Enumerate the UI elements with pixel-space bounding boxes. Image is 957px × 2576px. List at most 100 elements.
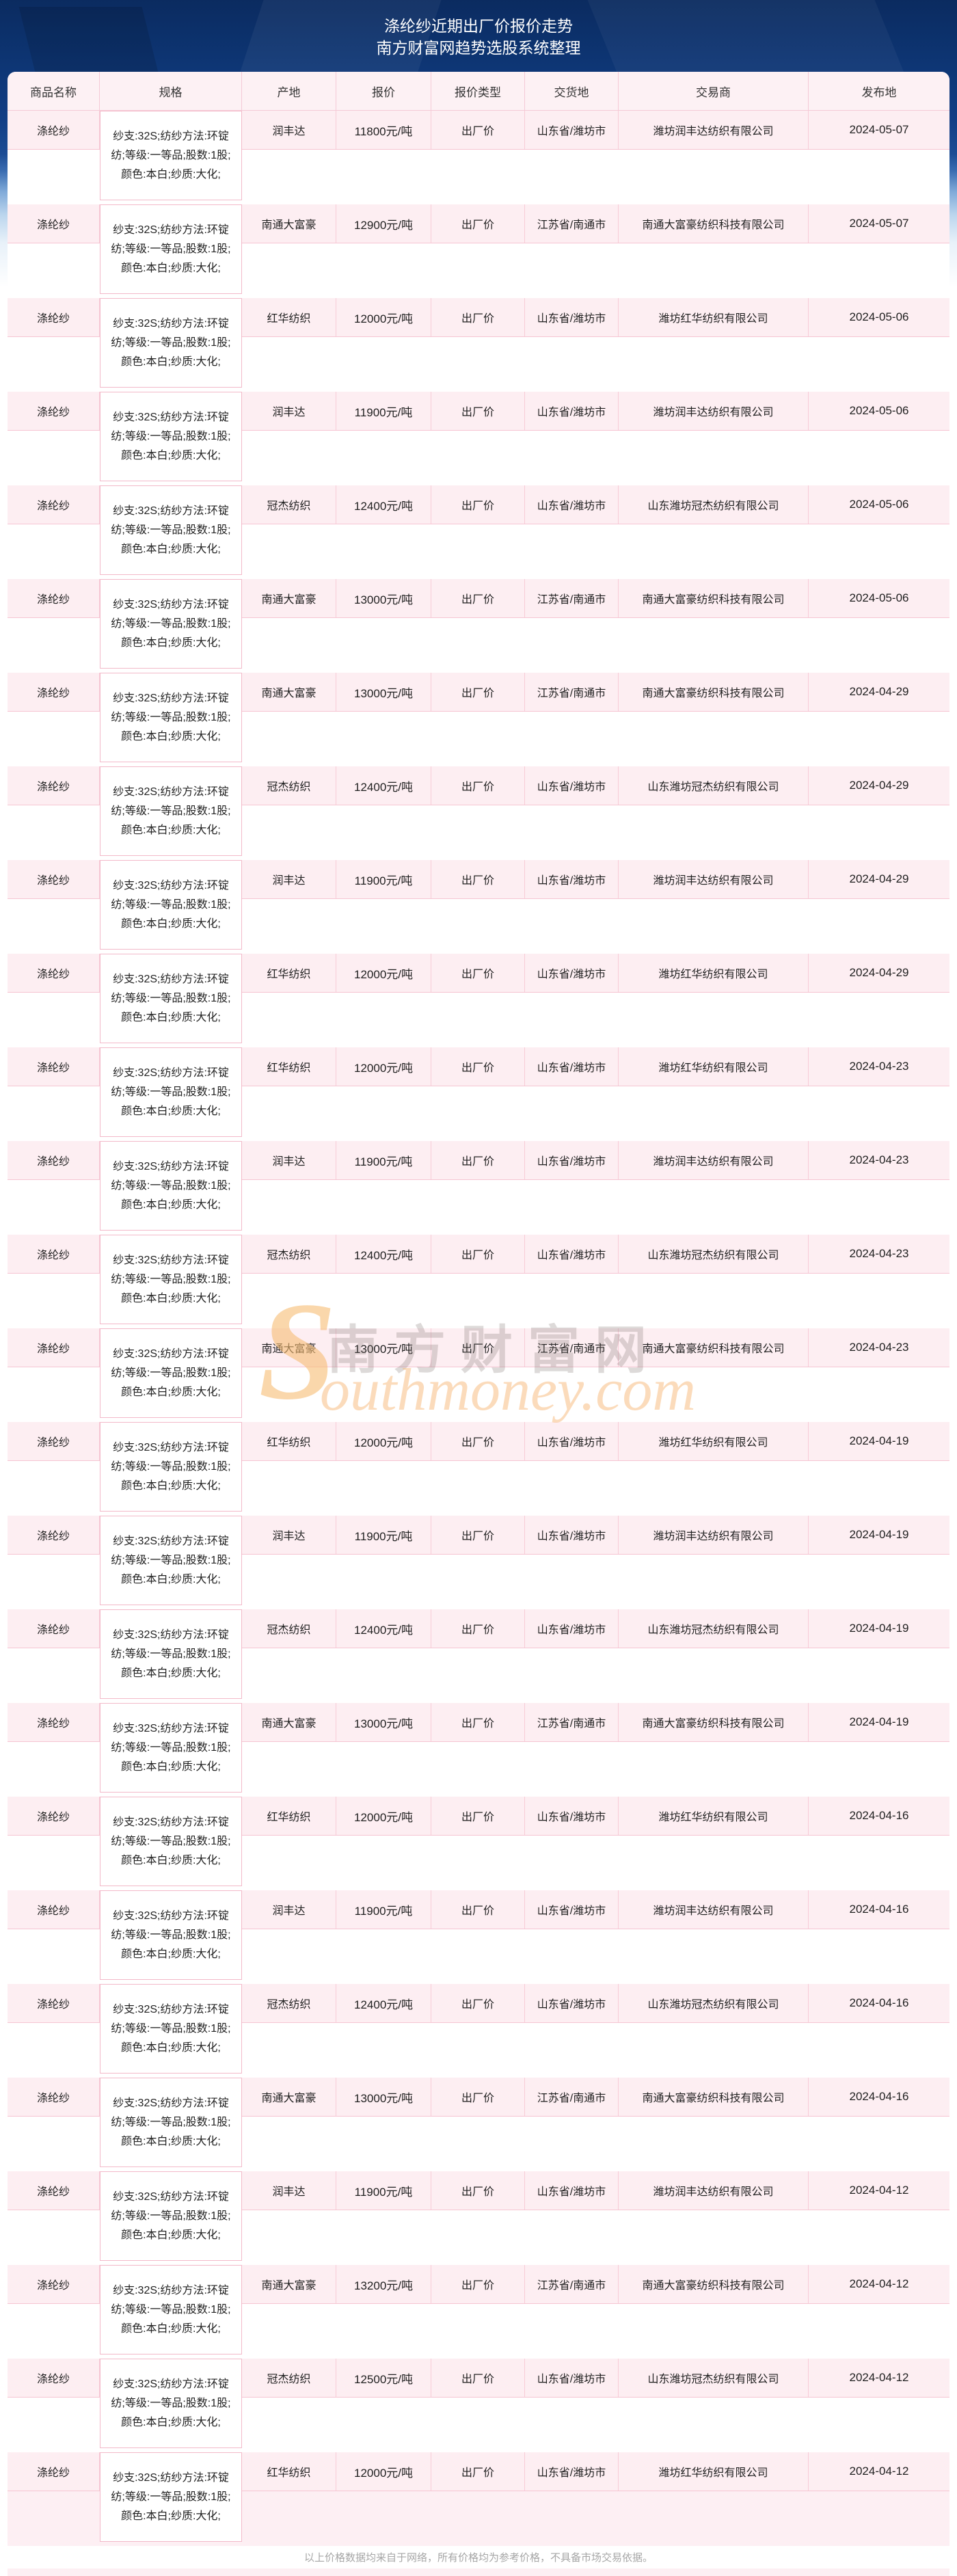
column-header-2: 产地 xyxy=(242,72,336,110)
spec-text: 纱支:32S;纺纱方法:环锭纺;等级:一等品;股数:1股;颜色:本白;纱质:大化… xyxy=(111,1722,231,1773)
spec-text: 纱支:32S;纺纱方法:环锭纺;等级:一等品;股数:1股;颜色:本白;纱质:大化… xyxy=(111,973,231,1023)
price-cell: 13000元/吨 xyxy=(336,1328,431,1367)
publish-date-cell: 2024-04-16 xyxy=(849,1996,909,2009)
publish-date-cell: 2024-04-19 xyxy=(849,1434,909,1447)
trader-cell: 南通大富豪纺织科技有限公司 xyxy=(619,1703,809,1741)
delivery-cell: 江苏省/南通市 xyxy=(525,2078,619,2116)
trader-cell: 潍坊润丰达纺织有限公司 xyxy=(619,860,809,898)
publish-date-cell: 2024-05-06 xyxy=(849,310,909,323)
publish-date-cell: 2024-04-16 xyxy=(849,1809,909,1822)
product-name-cell: 涤纶纱 xyxy=(8,1047,100,1086)
spec-text: 纱支:32S;纺纱方法:环锭纺;等级:一等品;股数:1股;颜色:本白;纱质:大化… xyxy=(111,1160,231,1211)
price-cell: 13200元/吨 xyxy=(336,2265,431,2303)
price-cell: 11900元/吨 xyxy=(336,392,431,430)
column-header-4: 报价类型 xyxy=(431,72,525,110)
price-type-cell: 出厂价 xyxy=(431,1516,525,1554)
price-cell: 11900元/吨 xyxy=(336,1141,431,1179)
table-row: 涤纶纱 南通大富豪 13000元/吨 出厂价 江苏省/南通市 南通大富豪纺织科技有限公司 2… xyxy=(8,673,949,766)
price-cell: 12000元/吨 xyxy=(336,1422,431,1460)
price-type-cell: 出厂价 xyxy=(431,860,525,898)
table-row: 涤纶纱 润丰达 11900元/吨 出厂价 山东省/潍坊市 潍坊润丰达纺织有限公司 2024-… xyxy=(8,1890,949,1984)
table-row: 涤纶纱 红华纺织 12000元/吨 出厂价 山东省/潍坊市 潍坊红华纺织有限公司 2024-… xyxy=(8,1422,949,1516)
trader-cell: 潍坊红华纺织有限公司 xyxy=(619,2452,809,2491)
spec-box: 纱支:32S;纺纱方法:环锭纺;等级:一等品;股数:1股;颜色:本白;纱质:大化… xyxy=(100,2359,242,2448)
page-title-line2: 南方财富网趋势选股系统整理 xyxy=(376,39,581,57)
page-title-line1: 涤纶纱近期出厂价报价走势 xyxy=(384,17,573,35)
trader-cell: 潍坊润丰达纺织有限公司 xyxy=(619,392,809,430)
product-name-cell: 涤纶纱 xyxy=(8,298,100,336)
delivery-cell: 江苏省/南通市 xyxy=(525,204,619,243)
origin-cell: 南通大富豪 xyxy=(242,2078,336,2116)
delivery-cell: 山东省/潍坊市 xyxy=(525,2359,619,2397)
spec-text: 纱支:32S;纺纱方法:环锭纺;等级:一等品;股数:1股;颜色:本白;纱质:大化… xyxy=(111,2284,231,2335)
price-type-cell: 出厂价 xyxy=(431,204,525,243)
spec-text: 纱支:32S;纺纱方法:环锭纺;等级:一等品;股数:1股;颜色:本白;纱质:大化… xyxy=(111,1816,231,1866)
origin-cell: 南通大富豪 xyxy=(242,579,336,617)
product-name-cell: 涤纶纱 xyxy=(8,673,100,711)
spec-text: 纱支:32S;纺纱方法:环锭纺;等级:一等品;股数:1股;颜色:本白;纱质:大化… xyxy=(111,2378,231,2428)
table-row: 涤纶纱 红华纺织 12000元/吨 出厂价 山东省/潍坊市 潍坊红华纺织有限公司 2024-… xyxy=(8,2452,949,2546)
publish-date-cell: 2024-05-06 xyxy=(849,404,909,417)
spec-box: 纱支:32S;纺纱方法:环锭纺;等级:一等品;股数:1股;颜色:本白;纱质:大化… xyxy=(100,1516,242,1605)
trader-cell: 潍坊润丰达纺织有限公司 xyxy=(619,2171,809,2210)
spec-text: 纱支:32S;纺纱方法:环锭纺;等级:一等品;股数:1股;颜色:本白;纱质:大化… xyxy=(111,2097,231,2147)
origin-cell: 红华纺织 xyxy=(242,1047,336,1086)
price-cell: 12400元/吨 xyxy=(336,766,431,805)
product-name-cell: 涤纶纱 xyxy=(8,1890,100,1929)
publish-date-cell: 2024-04-19 xyxy=(849,1528,909,1541)
price-cell: 12000元/吨 xyxy=(336,2452,431,2491)
delivery-cell: 江苏省/南通市 xyxy=(525,673,619,711)
price-cell: 12000元/吨 xyxy=(336,1047,431,1086)
spec-text: 纱支:32S;纺纱方法:环锭纺;等级:一等品;股数:1股;颜色:本白;纱质:大化… xyxy=(111,2003,231,2054)
spec-box: 纱支:32S;纺纱方法:环锭纺;等级:一等品;股数:1股;颜色:本白;纱质:大化… xyxy=(100,954,242,1043)
spec-box: 纱支:32S;纺纱方法:环锭纺;等级:一等品;股数:1股;颜色:本白;纱质:大化… xyxy=(100,1141,242,1231)
trader-cell: 潍坊红华纺织有限公司 xyxy=(619,1797,809,1835)
price-cell: 11900元/吨 xyxy=(336,1516,431,1554)
origin-cell: 南通大富豪 xyxy=(242,1328,336,1367)
spec-box: 纱支:32S;纺纱方法:环锭纺;等级:一等品;股数:1股;颜色:本白;纱质:大化… xyxy=(100,1797,242,1886)
trader-cell: 山东潍坊冠杰纺织有限公司 xyxy=(619,766,809,805)
spec-text: 纱支:32S;纺纱方法:环锭纺;等级:一等品;股数:1股;颜色:本白;纱质:大化… xyxy=(111,1347,231,1398)
product-name-cell: 涤纶纱 xyxy=(8,1328,100,1367)
publish-date-cell: 2024-04-16 xyxy=(849,1903,909,1916)
trader-cell: 南通大富豪纺织科技有限公司 xyxy=(619,673,809,711)
price-cell: 12900元/吨 xyxy=(336,204,431,243)
spec-text: 纱支:32S;纺纱方法:环锭纺;等级:一等品;股数:1股;颜色:本白;纱质:大化… xyxy=(111,692,231,742)
delivery-cell: 山东省/潍坊市 xyxy=(525,2452,619,2491)
spec-text: 纱支:32S;纺纱方法:环锭纺;等级:一等品;股数:1股;颜色:本白;纱质:大化… xyxy=(111,130,231,180)
publish-date-cell: 2024-04-16 xyxy=(849,2090,909,2103)
product-name-cell: 涤纶纱 xyxy=(8,1609,100,1648)
trader-cell: 潍坊红华纺织有限公司 xyxy=(619,954,809,992)
publish-date-cell: 2024-05-06 xyxy=(849,498,909,511)
product-name-cell: 涤纶纱 xyxy=(8,1141,100,1179)
price-type-cell: 出厂价 xyxy=(431,766,525,805)
delivery-cell: 山东省/潍坊市 xyxy=(525,1047,619,1086)
table-row: 涤纶纱 南通大富豪 13000元/吨 出厂价 江苏省/南通市 南通大富豪纺织科技有限公司 2… xyxy=(8,2078,949,2171)
spec-text: 纱支:32S;纺纱方法:环锭纺;等级:一等品;股数:1股;颜色:本白;纱质:大化… xyxy=(111,598,231,649)
delivery-cell: 江苏省/南通市 xyxy=(525,1328,619,1367)
price-cell: 11900元/吨 xyxy=(336,860,431,898)
price-type-cell: 出厂价 xyxy=(431,954,525,992)
price-table-card: 商品名称 规格 产地 报价 报价类型 交货地 交易商 发布地 涤纶纱 润丰达 11800元/吨 出厂… xyxy=(8,72,949,2576)
spec-box: 纱支:32S;纺纱方法:环锭纺;等级:一等品;股数:1股;颜色:本白;纱质:大化… xyxy=(100,2078,242,2167)
delivery-cell: 山东省/潍坊市 xyxy=(525,392,619,430)
trader-cell: 潍坊润丰达纺织有限公司 xyxy=(619,1141,809,1179)
price-type-cell: 出厂价 xyxy=(431,2452,525,2491)
spec-box: 纱支:32S;纺纱方法:环锭纺;等级:一等品;股数:1股;颜色:本白;纱质:大化… xyxy=(100,111,242,200)
table-row: 涤纶纱 润丰达 11900元/吨 出厂价 山东省/潍坊市 潍坊润丰达纺织有限公司 2024-… xyxy=(8,392,949,485)
spec-box: 纱支:32S;纺纱方法:环锭纺;等级:一等品;股数:1股;颜色:本白;纱质:大化… xyxy=(100,1703,242,1793)
product-name-cell: 涤纶纱 xyxy=(8,2359,100,2397)
row-band: 涤纶纱 润丰达 11900元/吨 出厂价 山东省/潍坊市 潍坊润丰达纺织有限公司 2024-… xyxy=(8,1141,949,1180)
spec-text: 纱支:32S;纺纱方法:环锭纺;等级:一等品;股数:1股;颜色:本白;纱质:大化… xyxy=(111,2190,231,2241)
table-row: 涤纶纱 冠杰纺织 12400元/吨 出厂价 山东省/潍坊市 山东潍坊冠杰纺织有限公司 202… xyxy=(8,1984,949,2078)
price-type-cell: 出厂价 xyxy=(431,1797,525,1835)
spec-text: 纱支:32S;纺纱方法:环锭纺;等级:一等品;股数:1股;颜色:本白;纱质:大化… xyxy=(111,1441,231,1492)
price-cell: 13000元/吨 xyxy=(336,673,431,711)
origin-cell: 冠杰纺织 xyxy=(242,2359,336,2397)
delivery-cell: 山东省/潍坊市 xyxy=(525,1609,619,1648)
spec-text: 纱支:32S;纺纱方法:环锭纺;等级:一等品;股数:1股;颜色:本白;纱质:大化… xyxy=(111,1066,231,1117)
spec-box: 纱支:32S;纺纱方法:环锭纺;等级:一等品;股数:1股;颜色:本白;纱质:大化… xyxy=(100,1047,242,1137)
spec-text: 纱支:32S;纺纱方法:环锭纺;等级:一等品;股数:1股;颜色:本白;纱质:大化… xyxy=(111,505,231,555)
publish-date-cell: 2024-04-12 xyxy=(849,2371,909,2384)
